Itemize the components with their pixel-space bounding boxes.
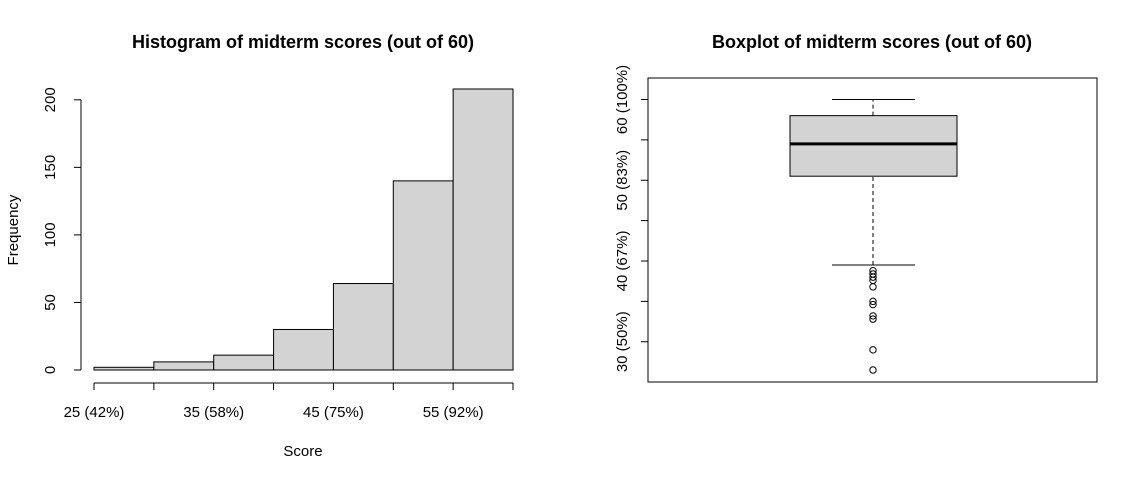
histogram-bar	[273, 328, 334, 371]
boxplot-outlier-point	[869, 366, 877, 374]
boxplot-outlier-point	[869, 300, 877, 309]
histogram-y-tick-label: 200	[42, 87, 59, 112]
boxplot-y-axis: 30 (50%) 40 (67%) 50 (83%) 60 (100%)	[614, 65, 649, 372]
histogram-x-tick-label: 55 (92%)	[423, 404, 484, 421]
boxplot-y-tick-label: 50 (83%)	[614, 150, 631, 211]
boxplot-outlier-point	[869, 315, 877, 323]
histogram-bar	[452, 88, 514, 371]
boxplot-title: Boxplot of midterm scores (out of 60)	[712, 32, 1032, 52]
histogram-bar	[93, 366, 155, 371]
boxplot-box	[789, 115, 958, 177]
boxplot-outlier-point	[869, 283, 877, 291]
boxplot-panel: Boxplot of midterm scores (out of 60) 30…	[614, 32, 1098, 383]
histogram-bars	[93, 88, 514, 371]
histogram-x-tick-label: 35 (58%)	[183, 404, 244, 421]
histogram-x-axis-label: Score	[283, 443, 322, 460]
histogram-x-tick-label: 25 (42%)	[64, 404, 125, 421]
boxplot-outlier-point	[869, 273, 877, 281]
histogram-y-tick-label: 0	[42, 366, 59, 374]
boxplot-y-tick-label: 40 (67%)	[614, 231, 631, 292]
histogram-title: Histogram of midterm scores (out of 60)	[132, 32, 474, 52]
histogram-y-tick-label: 50	[42, 294, 59, 311]
histogram-y-axis: 0 50 100 150 200	[42, 87, 82, 374]
histogram-y-tick-label: 150	[42, 155, 59, 180]
boxplot-outlier-point	[869, 346, 877, 354]
histogram-bar	[213, 354, 275, 371]
histogram-bar	[153, 361, 215, 371]
boxplot-body	[789, 98, 958, 266]
histogram-panel: Histogram of midterm scores (out of 60) …	[5, 32, 514, 460]
histogram-x-axis: 25 (42%) 35 (58%) 45 (75%) 55 (92%)	[64, 382, 514, 421]
histogram-x-tick-label: 45 (75%)	[303, 404, 364, 421]
histogram-y-tick-label: 100	[42, 222, 59, 247]
boxplot-outliers	[869, 266, 877, 374]
boxplot-outlier-point	[869, 297, 877, 306]
boxplot-y-tick-label: 30 (50%)	[614, 311, 631, 372]
histogram-bar	[332, 283, 394, 371]
boxplot-y-tick-label: 60 (100%)	[614, 65, 631, 134]
histogram-bar	[392, 180, 454, 371]
histogram-y-axis-label: Frequency	[5, 194, 22, 265]
boxplot-outlier-point	[869, 312, 877, 320]
